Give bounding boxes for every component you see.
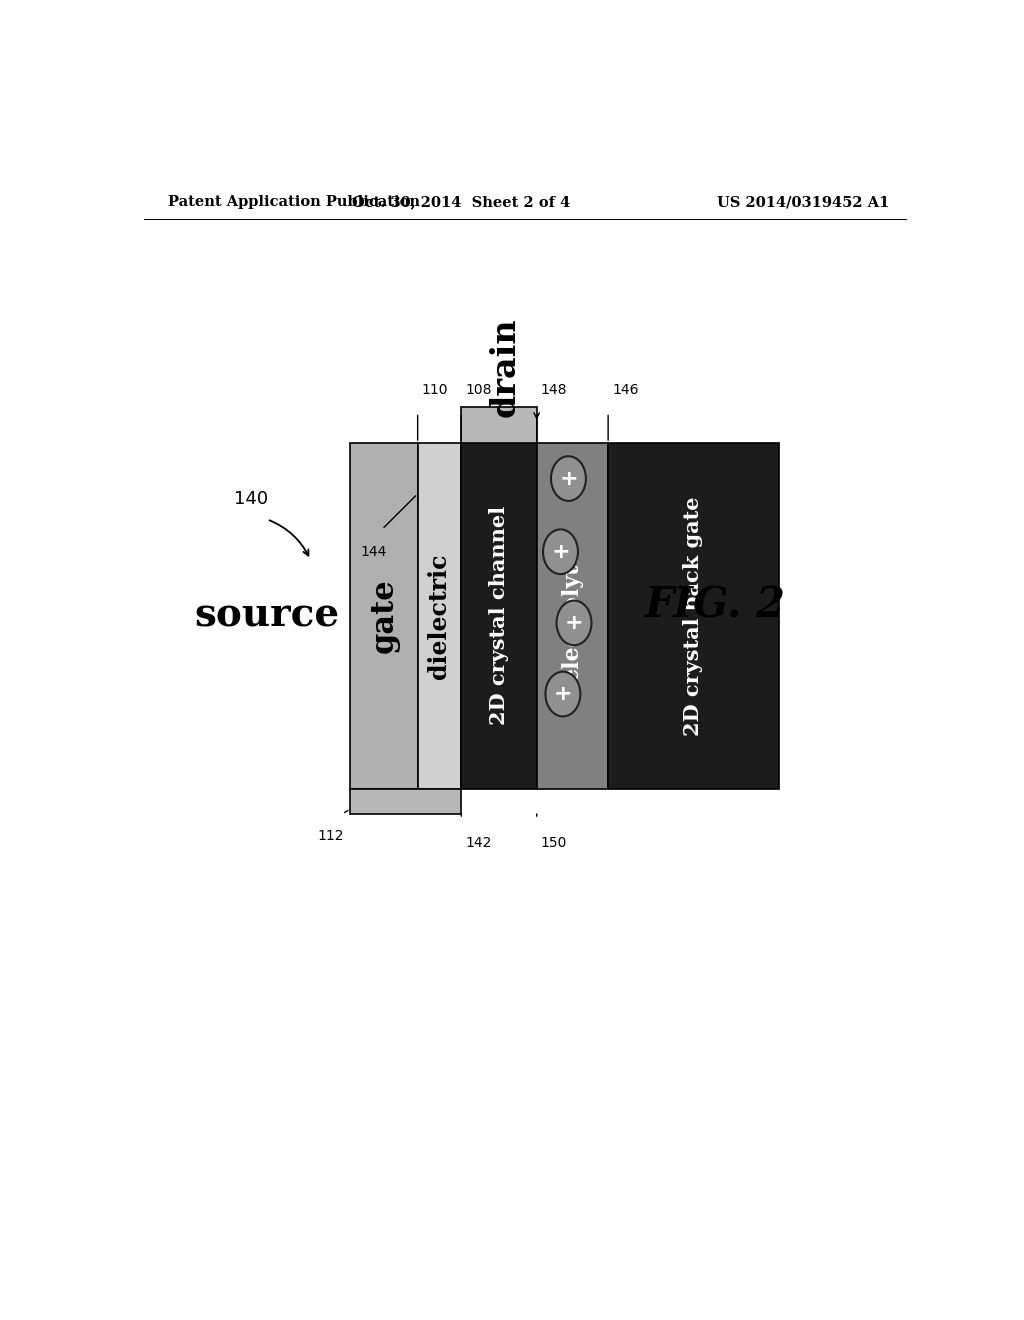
Bar [461, 444, 537, 788]
Text: 108: 108 [465, 383, 492, 397]
Text: 144: 144 [360, 545, 387, 558]
Bar [350, 788, 461, 814]
Circle shape [557, 601, 592, 645]
Text: +: + [564, 612, 584, 632]
Text: Patent Application Publication: Patent Application Publication [168, 195, 420, 209]
Circle shape [546, 672, 581, 717]
Bar [461, 408, 537, 444]
Text: 142: 142 [465, 837, 492, 850]
Text: Oct. 30, 2014  Sheet 2 of 4: Oct. 30, 2014 Sheet 2 of 4 [352, 195, 570, 209]
Bar [350, 444, 418, 788]
Bar [418, 444, 461, 788]
Text: 150: 150 [541, 837, 567, 850]
Text: +: + [554, 684, 572, 704]
Circle shape [551, 457, 586, 500]
Text: 146: 146 [612, 383, 639, 397]
Text: 2D crystal channel: 2D crystal channel [489, 506, 509, 726]
Text: dielectric: dielectric [427, 553, 452, 678]
Text: 2D crystal back gate: 2D crystal back gate [683, 496, 703, 735]
Text: FIG. 2: FIG. 2 [645, 585, 785, 627]
Circle shape [543, 529, 578, 574]
Text: +: + [559, 469, 578, 488]
Text: source: source [195, 597, 339, 635]
Text: 148: 148 [541, 383, 567, 397]
Text: drain: drain [488, 317, 521, 417]
Text: 110: 110 [422, 383, 449, 397]
Text: US 2014/0319452 A1: US 2014/0319452 A1 [718, 195, 890, 209]
Text: electrolyte: electrolyte [561, 549, 584, 682]
Text: gate: gate [369, 578, 399, 653]
Text: 112: 112 [317, 829, 344, 843]
Text: +: + [551, 541, 569, 562]
Text: 140: 140 [233, 490, 268, 508]
Bar [608, 444, 778, 788]
Bar [537, 444, 608, 788]
